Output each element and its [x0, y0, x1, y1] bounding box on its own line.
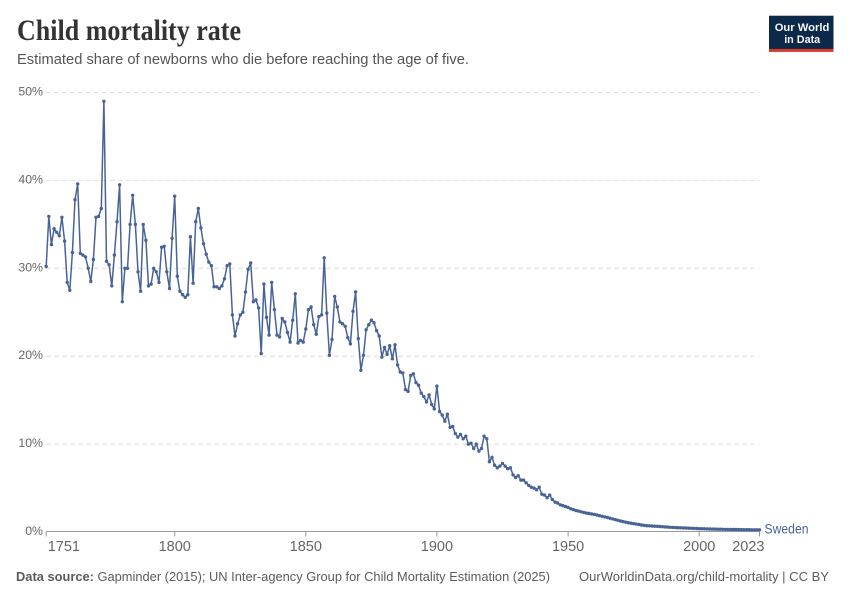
svg-text:1850: 1850 [290, 539, 322, 555]
svg-text:30%: 30% [18, 260, 43, 274]
svg-text:2023: 2023 [732, 539, 764, 555]
svg-text:Data source: Gapminder (2015);: Data source: Gapminder (2015); UN Inter-… [16, 569, 550, 584]
svg-text:1800: 1800 [159, 539, 191, 555]
svg-text:40%: 40% [18, 172, 43, 186]
svg-text:20%: 20% [18, 348, 43, 362]
svg-text:10%: 10% [18, 436, 43, 450]
svg-text:2000: 2000 [683, 539, 715, 555]
svg-text:1950: 1950 [552, 539, 584, 555]
svg-text:0%: 0% [25, 524, 43, 538]
svg-text:Estimated share of newborns wh: Estimated share of newborns who die befo… [17, 52, 469, 68]
svg-text:1900: 1900 [421, 539, 453, 555]
svg-text:OurWorldinData.org/child-morta: OurWorldinData.org/child-mortality | CC … [579, 569, 829, 584]
svg-text:50%: 50% [18, 85, 43, 99]
svg-text:Our World: Our World [775, 22, 830, 34]
svg-text:Child mortality rate: Child mortality rate [17, 15, 241, 47]
svg-text:1751: 1751 [48, 539, 80, 555]
svg-text:Sweden: Sweden [765, 522, 809, 537]
svg-text:in Data: in Data [784, 34, 821, 46]
